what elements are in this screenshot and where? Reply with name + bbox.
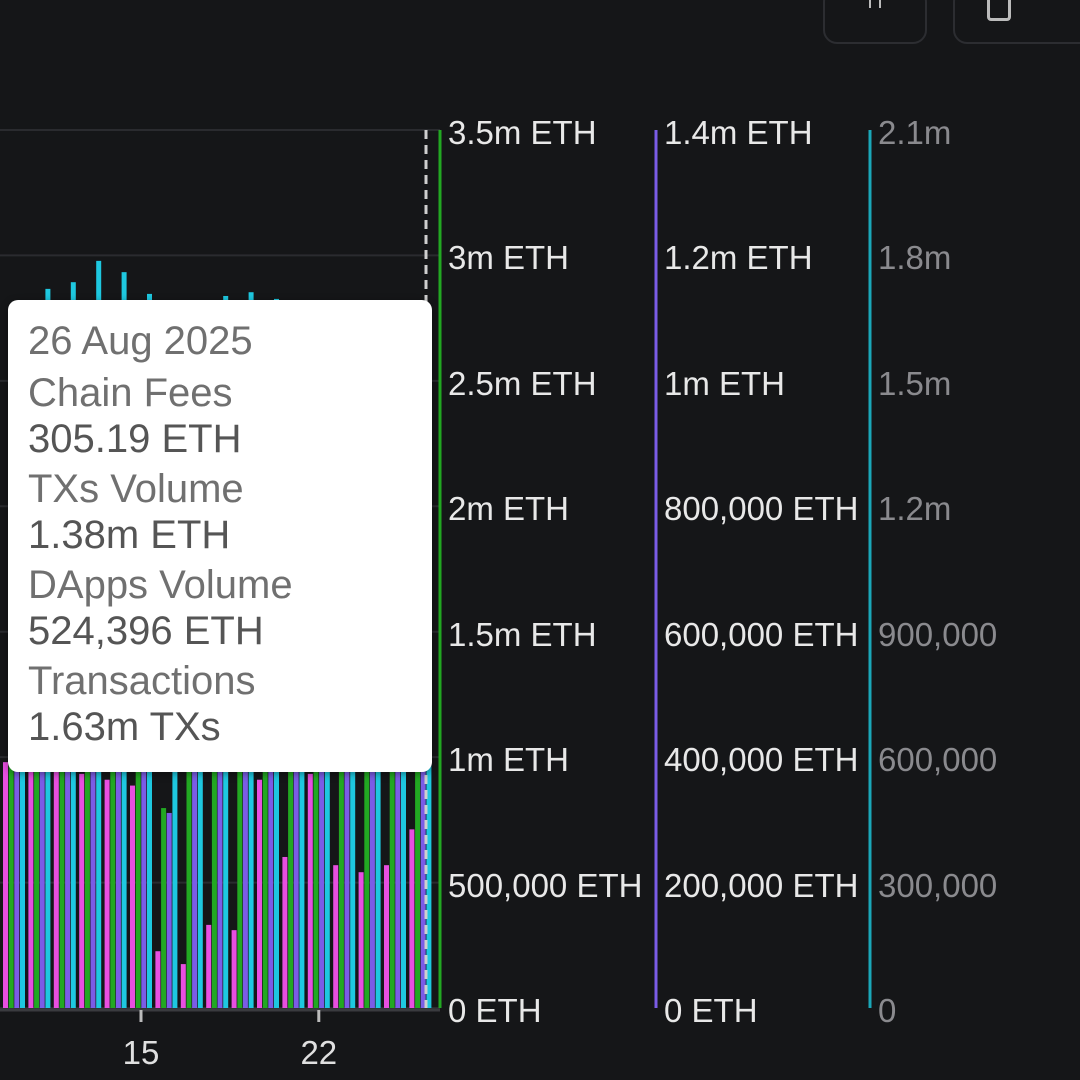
tooltip-label-transactions: Transactions [28, 659, 256, 703]
bar-txs-volume [110, 711, 116, 1008]
bar-dapps-volume [90, 725, 96, 1008]
download-icon [987, 0, 1011, 21]
tooltip-value-transactions: 1.63m TXs [28, 705, 221, 749]
download-button[interactable] [953, 0, 1080, 44]
y-axis-tick-label: 1m ETH [448, 741, 570, 779]
tooltip-label-chain-fees: Chain Fees [28, 371, 233, 415]
bar-chain-fees [180, 964, 186, 1008]
bar-dapps-volume [141, 750, 147, 1008]
bar-txs-volume [338, 767, 344, 1008]
bar-dapps-volume [293, 757, 299, 1008]
y-axis-tick-label: 1.4m ETH [664, 114, 813, 151]
bar-txs-volume [34, 719, 40, 1008]
bar-chain-fees [155, 951, 161, 1008]
y-axis-tick-label: 1.5m [878, 364, 952, 402]
tooltip-label-dapps-volume: DApps Volume [28, 563, 293, 607]
y-axis-tick-label: 1.2m ETH [664, 239, 813, 277]
bar-dapps-volume [420, 679, 426, 1008]
bar-dapps-volume [344, 769, 350, 1008]
bar-txs-volume [389, 718, 395, 1008]
tooltip: 26 Aug 2025 Chain Fees 305.19 ETH TXs Vo… [8, 300, 432, 772]
y-axis-tick-label: 3.5m ETH [448, 114, 597, 151]
bar-chain-fees [409, 829, 415, 1008]
bar-txs-volume [288, 752, 294, 1008]
y-axis-tick-label: 1m ETH [664, 364, 786, 402]
y-axis-tick-label: 2.1m [878, 114, 952, 151]
bar-dapps-volume [115, 728, 121, 1008]
y-axis-tick-label: 1.5m ETH [448, 615, 597, 653]
bar-dapps-volume [39, 738, 45, 1008]
bar-chain-fees [282, 856, 288, 1008]
y-axis-tick-label: 2.5m ETH [448, 364, 597, 402]
bar-txs-volume [161, 808, 167, 1008]
bar-chain-fees [384, 865, 389, 1008]
bar-dapps-volume [369, 763, 375, 1008]
bar-dapps-volume [395, 708, 401, 1008]
y-axis-tick-label: 300,000 [878, 866, 998, 904]
bar-txs-volume [135, 744, 141, 1008]
bar-dapps-volume [65, 732, 71, 1008]
bar-txs-volume [415, 661, 421, 1008]
x-tick-label: 15 [122, 1034, 160, 1071]
y-axis-tick-label: 600,000 [878, 741, 998, 779]
y-axis-tick-label: 200,000 ETH [664, 866, 859, 904]
y-axis-tick-label: 900,000 [878, 615, 998, 653]
bar-chain-fees [53, 756, 59, 1008]
tooltip-value-txs-volume: 1.38m ETH [28, 513, 231, 557]
bar-dapps-volume [217, 757, 223, 1008]
y-axis-tick-label: 600,000 ETH [664, 615, 859, 653]
y-axis-tick-label: 0 ETH [664, 992, 758, 1029]
y-axis-tick-label: 1.8m [878, 239, 952, 277]
bar-chain-fees [28, 768, 34, 1008]
bar-dapps-volume [166, 812, 172, 1008]
expand-icon [869, 0, 881, 8]
y-axis-tick-label: 500,000 ETH [448, 866, 643, 904]
y-axis-tick-label: 400,000 ETH [664, 741, 859, 779]
bar-dapps-volume [268, 750, 274, 1008]
bar-dapps-volume [242, 763, 248, 1008]
bar-chain-fees [257, 779, 262, 1008]
bar-chain-fees [307, 773, 313, 1008]
expand-button[interactable] [823, 0, 927, 44]
tooltip-label-txs-volume: TXs Volume [28, 467, 244, 511]
tooltip-value-chain-fees: 305.19 ETH [28, 417, 242, 461]
bar-dapps-volume [14, 744, 20, 1008]
y-axis-tick-label: 2m ETH [448, 490, 570, 528]
bar-chain-fees [104, 779, 110, 1008]
bar-txs-volume [364, 757, 370, 1008]
bar-txs-volume [84, 706, 90, 1008]
y-axis-tick-label: 800,000 ETH [664, 490, 859, 528]
bar-chain-fees [3, 762, 8, 1008]
bar-txs-volume [211, 757, 217, 1008]
bar-chain-fees [333, 865, 339, 1008]
bar-txs-volume [8, 732, 14, 1008]
bar-chain-fees [130, 785, 135, 1008]
bar-txs-volume [237, 762, 243, 1008]
bar-chain-fees [79, 773, 85, 1008]
bar-txs-volume [59, 727, 65, 1008]
y-axis-tick-label: 1.2m [878, 490, 952, 528]
bar-chain-fees [358, 872, 364, 1008]
bar-dapps-volume [192, 769, 198, 1008]
bar-txs-volume [262, 744, 268, 1008]
bar-txs-volume [313, 757, 319, 1008]
bar-chain-fees [231, 930, 237, 1008]
y-axis-tick-label: 0 ETH [448, 992, 542, 1029]
bar-chain-fees [206, 924, 212, 1008]
bar-dapps-volume [319, 760, 325, 1008]
bar-txs-volume [186, 769, 192, 1008]
tooltip-title: 26 Aug 2025 [28, 319, 253, 363]
x-tick-label: 22 [300, 1034, 338, 1071]
y-axis-tick-label: 0 [878, 992, 897, 1029]
y-axis-tick-label: 3m ETH [448, 239, 570, 277]
tooltip-value-dapps-volume: 524,396 ETH [28, 609, 264, 653]
